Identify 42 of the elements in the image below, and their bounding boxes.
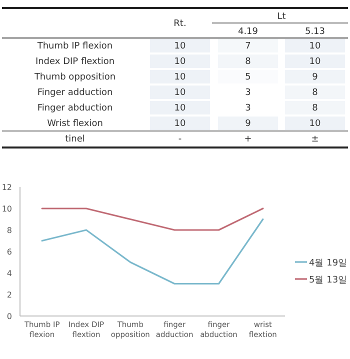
y-tick-label: Thumb IP flexion xyxy=(36,41,113,52)
y-tick-label: 0 xyxy=(6,312,12,321)
x-tick-label: 4.19 xyxy=(238,27,258,37)
text: + xyxy=(244,134,252,144)
data-label: 8 xyxy=(312,103,318,114)
data-label: 10 xyxy=(174,88,186,98)
x2-axis-title: Lt xyxy=(277,12,286,22)
y-tick-label: 2 xyxy=(6,290,12,300)
y-tick-label: 10 xyxy=(2,204,12,214)
data-label: 8 xyxy=(312,88,318,98)
line-series xyxy=(41,218,264,285)
data-label: 3 xyxy=(245,103,251,114)
data-label: 10 xyxy=(174,72,186,82)
y-tick-label: Wrist flexion xyxy=(47,118,103,129)
y-tick-label: 4 xyxy=(6,269,12,278)
data-label: 3 xyxy=(245,88,251,98)
data-label: 9 xyxy=(245,118,252,129)
data-label: 10 xyxy=(309,56,321,67)
data-label: 10 xyxy=(174,118,186,129)
data-label: 10 xyxy=(309,41,321,52)
y-tick-label: 8 xyxy=(6,226,12,235)
data-label: 9 xyxy=(312,72,318,82)
y-tick-label: Index DIP flextion xyxy=(35,56,115,67)
x-tick-label: Rt. xyxy=(174,19,186,29)
data-label: 10 xyxy=(309,118,321,129)
data-label: 8 xyxy=(245,56,252,67)
legend-label: 4월 19일 xyxy=(309,258,348,268)
text: ± xyxy=(311,134,319,144)
y-tick-label: Thumb opposition xyxy=(33,72,116,82)
data-label: 10 xyxy=(174,103,186,114)
text: - xyxy=(178,134,182,144)
y-tick-label: tinel xyxy=(65,134,85,144)
data-label: 5 xyxy=(245,72,251,82)
data-label: 10 xyxy=(174,56,186,67)
y-tick-label: 12 xyxy=(2,183,12,192)
y-tick-label: 6 xyxy=(6,248,12,256)
data-label: 7 xyxy=(245,41,251,52)
data-label: 10 xyxy=(174,41,186,52)
y-tick-label: Finger abduction xyxy=(37,103,113,114)
x-tick-label: 5.13 xyxy=(304,27,326,37)
legend-label: 5월 13일 xyxy=(309,276,348,286)
y-tick-label: Finger adduction xyxy=(37,88,113,98)
